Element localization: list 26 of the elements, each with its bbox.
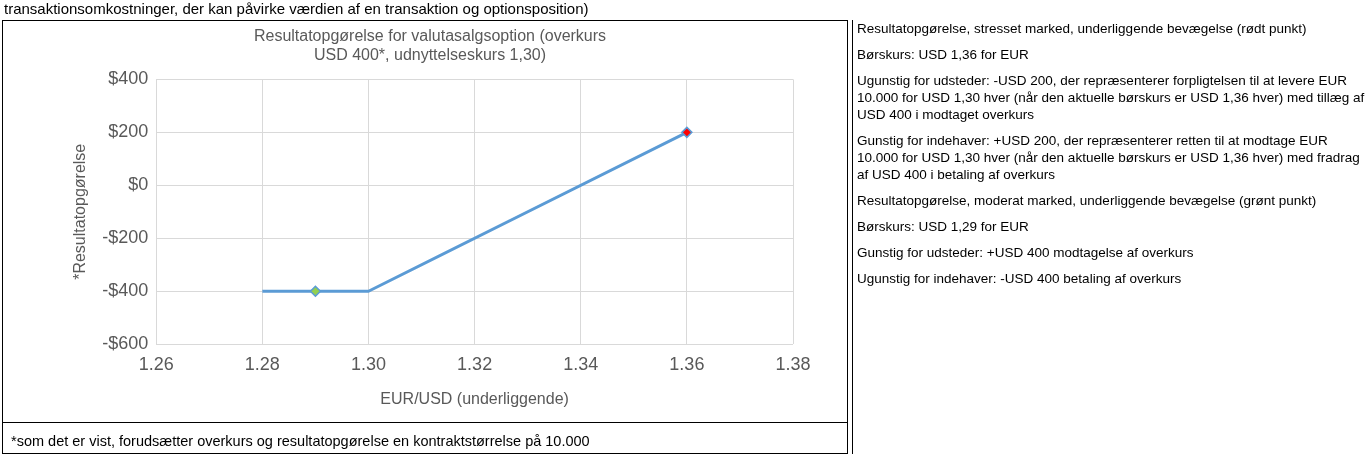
chart-title: Resultatopgørelse for valutasalgsoption (overkurs USD 400*, udnyttelseskurs 1,30) xyxy=(253,27,607,64)
text: Resultatopgørelse, stresset marked, underliggende bevægelse (rødt punkt) xyxy=(857,20,1308,37)
y-tick-label: -$600 xyxy=(102,333,149,354)
x-tick-label: 1.38 xyxy=(775,353,811,374)
text: Ugunstig for indehaver: -USD 400 betaling af overkurs xyxy=(857,270,1183,287)
x-tick-label: 1.28 xyxy=(244,353,280,374)
text: Børskurs: USD 1,29 for EUR xyxy=(857,218,1030,235)
text: Gunstig for udsteder: +USD 400 modtagelse af overkurs xyxy=(857,244,1195,261)
x-tick-label: 1.36 xyxy=(669,353,705,374)
text: transaktionsomkostninger, der kan påvirke værdien af en transaktion og optionsposition) xyxy=(4,0,589,18)
x-tick-label: 1.30 xyxy=(350,353,387,374)
y-tick-label: -$200 xyxy=(102,227,149,248)
y-tick-label: $200 xyxy=(108,121,149,142)
y-axis-title: *Resultatopgørelse xyxy=(71,143,89,280)
text: Resultatopgørelse, moderat marked, underliggende bevægelse (grønt punkt) xyxy=(857,192,1318,209)
x-axis-title: EUR/USD (underliggende) xyxy=(380,389,569,407)
text: Gunstig for indehaver: +USD 200, der repræsenterer retten til at modtage EUR 10.000 for USD 1,30 hver (når den aktuelle børskurs er USD 1,36 hver) med fradrag af USD 400 i betaling af overkurs xyxy=(857,132,1361,183)
x-tick-label: 1.32 xyxy=(457,353,493,374)
text: Børskurs: USD 1,36 for EUR xyxy=(857,46,1030,63)
text: Ugunstig for udsteder: -USD 200, der repræsenterer forpligtelsen til at levere EUR 10.000 for USD 1,30 hver (når den aktuelle børskurs er USD 1,36 hver) med tillæg af USD 400 i modtaget overkurs xyxy=(857,72,1366,123)
x-tick-label: 1.26 xyxy=(138,353,174,374)
y-tick-label: $0 xyxy=(128,174,149,195)
y-tick-label: -$400 xyxy=(102,280,149,301)
y-tick-label: $400 xyxy=(108,68,149,89)
text: *som det er vist, forudsætter overkurs og resultatopgørelse en kontraktstørrelse på 10.000 xyxy=(11,433,590,449)
x-tick-label: 1.34 xyxy=(563,353,599,374)
